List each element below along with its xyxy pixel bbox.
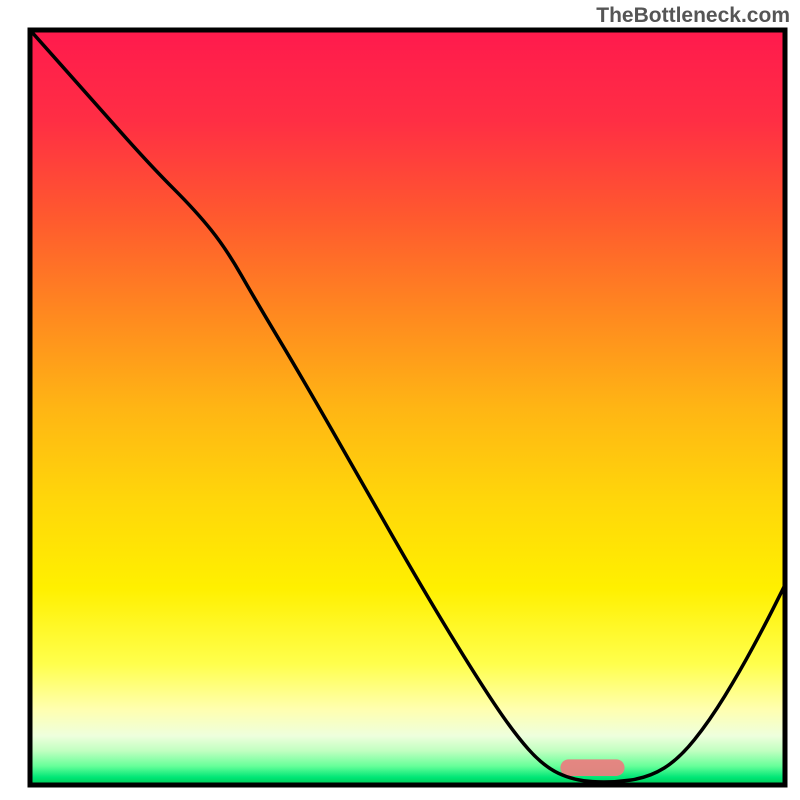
watermark-text: TheBottleneck.com (596, 4, 790, 28)
optimal-marker (560, 759, 624, 776)
bottleneck-chart: TheBottleneck.com (0, 0, 800, 800)
chart-svg (0, 0, 800, 800)
gradient-background (30, 30, 785, 785)
plot-area (30, 30, 785, 785)
